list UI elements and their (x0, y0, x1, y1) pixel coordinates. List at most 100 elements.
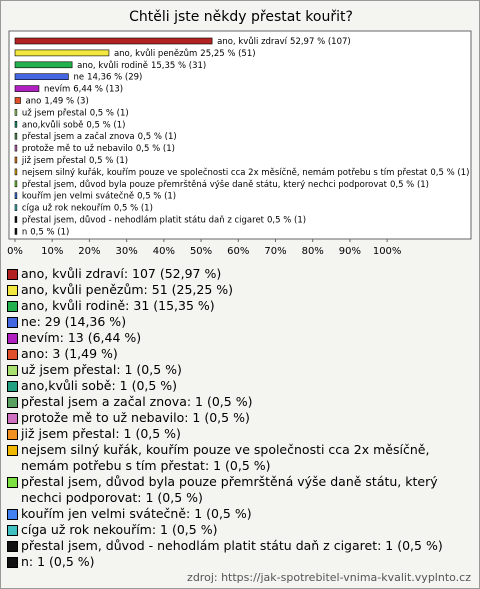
legend-swatch (7, 557, 18, 568)
x-tick-label: 60% (227, 246, 249, 257)
legend-label: nejsem silný kuřák, kouřím pouze ve spol… (21, 442, 430, 473)
x-tick-label: 90% (339, 246, 361, 257)
legend-label: ano, kvůli zdraví: 107 (52,97 %) (21, 266, 222, 281)
legend-label: ano, kvůli rodině: 31 (15,35 %) (21, 298, 215, 313)
x-tick-label: 10% (41, 246, 63, 257)
legend-swatch (7, 301, 18, 312)
bar-label: nejsem silný kuřák, kouřím pouze ve spol… (22, 166, 470, 177)
legend-label: přestal jsem, důvod - nehodlám platit st… (21, 538, 443, 553)
category-label: ne (73, 72, 84, 82)
chart-title: Chtěli jste někdy přestat kouřit? (129, 9, 353, 25)
legend-item: ano, kvůli rodině: 31 (15,35 %) (7, 298, 473, 314)
x-tick-label: 20% (78, 246, 100, 257)
bar-label: n 0,5 % (1) (22, 227, 69, 237)
legend-item: nejsem silný kuřák, kouřím pouze ve spol… (7, 442, 473, 474)
legend-label: protože mě to už nebavilo: 1 (0,5 %) (21, 410, 250, 425)
legend-swatch (7, 365, 18, 376)
bar-label: nevím 6,44 % (13) (44, 84, 123, 94)
bar-label: ano, kvůli rodině 15,35 % (31) (77, 59, 206, 70)
legend-item: protože mě to už nebavilo: 1 (0,5 %) (7, 410, 473, 426)
category-label: ano,kvůli sobě (22, 119, 84, 130)
legend-label: přestal jsem a začal znova: 1 (0,5 %) (21, 394, 253, 409)
x-tick-label: 30% (116, 246, 138, 257)
category-label: n (22, 227, 27, 237)
category-label: ano, kvůli zdraví (217, 36, 288, 47)
bar (14, 61, 73, 69)
legend-item: cíga už rok nekouřím: 1 (0,5 %) (7, 522, 473, 538)
category-label: ano (26, 96, 42, 106)
value-label: 0,5 % (1) (267, 215, 306, 225)
legend-swatch (7, 381, 18, 392)
category-label: přestal jsem, důvod byla pouze přemrštěn… (22, 178, 388, 189)
legend-label: přestal jsem, důvod byla pouze přemrštěn… (21, 474, 438, 505)
value-label: 0,5 % (1) (138, 132, 177, 142)
bar-label: ano, kvůli penězům 25,25 % (51) (114, 47, 256, 58)
legend: ano, kvůli zdraví: 107 (52,97 %) ano, kvů… (7, 266, 473, 570)
bar-label: ne 14,36 % (29) (73, 72, 142, 82)
legend-label: ano,kvůli sobě: 1 (0,5 %) (21, 378, 178, 393)
legend-item: už jsem přestal: 1 (0,5 %) (7, 362, 473, 378)
bar-label: protože mě to už nebavilo 0,5 % (1) (22, 144, 175, 154)
legend-swatch (7, 349, 18, 360)
value-label: 0,5 % (1) (30, 227, 69, 237)
value-label: 52,97 % (107) (290, 37, 351, 47)
legend-swatch (7, 477, 18, 488)
x-tick-label: 100% (373, 246, 402, 257)
bar (14, 49, 110, 57)
value-label: 0,5 % (1) (430, 167, 469, 177)
category-label: cíga už rok nekouřím (22, 203, 111, 213)
bar-label: ano, kvůli zdraví 52,97 % (107) (217, 36, 351, 47)
category-label: protože mě to už nebavilo (22, 144, 133, 154)
value-label: 0,5 % (1) (390, 179, 429, 189)
bar (14, 97, 21, 104)
category-label: ano, kvůli penězům (114, 47, 197, 58)
x-tick-label: 50% (190, 246, 212, 257)
bar-label: ano,kvůli sobě 0,5 % (1) (22, 119, 126, 130)
x-tick-label: 40% (153, 246, 175, 257)
legend-item: ano, kvůli zdraví: 107 (52,97 %) (7, 266, 473, 282)
legend-item: nevím: 13 (6,44 %) (7, 330, 473, 346)
category-label: ano, kvůli rodině (77, 59, 148, 70)
bar-label: přestal jsem a začal znova 0,5 % (1) (22, 131, 177, 142)
legend-item: kouřím jen velmi svátečně: 1 (0,5 %) (7, 506, 473, 522)
legend-swatch (7, 269, 18, 280)
value-label: 25,25 % (51) (200, 48, 255, 58)
category-label: nevím (44, 84, 70, 94)
bar-label: již jsem přestal 0,5 % (1) (21, 156, 128, 166)
legend-item: přestal jsem, důvod byla pouze přemrštěn… (7, 474, 473, 506)
category-label: přestal jsem, důvod - nehodlám platit st… (22, 214, 265, 225)
value-label: 0,5 % (1) (136, 144, 175, 154)
legend-item: ano,kvůli sobě: 1 (0,5 %) (7, 378, 473, 394)
legend-swatch (7, 509, 18, 520)
bar-label: přestal jsem, důvod - nehodlám platit st… (22, 214, 306, 225)
legend-swatch (7, 333, 18, 344)
value-label: 14,36 % (29) (87, 72, 142, 82)
legend-swatch (7, 429, 18, 440)
legend-item: n: 1 (0,5 %) (7, 554, 473, 570)
legend-label: ano, kvůli penězům: 51 (25,25 %) (21, 282, 234, 297)
legend-swatch (7, 525, 18, 536)
bar (14, 168, 18, 176)
bar (14, 228, 18, 235)
legend-label: ne: 29 (14,36 %) (21, 314, 127, 329)
category-label: už jsem přestal (22, 108, 87, 118)
category-label: nejsem silný kuřák, kouřím pouze ve spol… (22, 166, 428, 177)
value-label: 0,5 % (1) (86, 120, 125, 130)
bar-label: kouřím jen velmi svátečně 0,5 % (1) (22, 190, 176, 201)
value-label: 15,35 % (31) (151, 60, 206, 70)
value-label: 0,5 % (1) (114, 203, 153, 213)
bar-label: cíga už rok nekouřím 0,5 % (1) (22, 203, 153, 213)
legend-label: už jsem přestal: 1 (0,5 %) (21, 362, 182, 377)
bar-label: už jsem přestal 0,5 % (1) (22, 108, 129, 118)
x-tick-label: 80% (302, 246, 324, 257)
bar-label: ano 1,49 % (3) (26, 96, 89, 106)
bar (14, 37, 213, 45)
legend-swatch (7, 397, 18, 408)
plot-area (8, 30, 472, 240)
x-tick-label: 70% (264, 246, 286, 257)
value-label: 0,5 % (1) (89, 156, 128, 166)
category-label: již jsem přestal (21, 156, 86, 166)
chart: Chtěli jste někdy přestat kouřit? 0% 10% 2… (7, 9, 472, 257)
bar-label: přestal jsem, důvod byla pouze přemrštěn… (22, 178, 429, 189)
